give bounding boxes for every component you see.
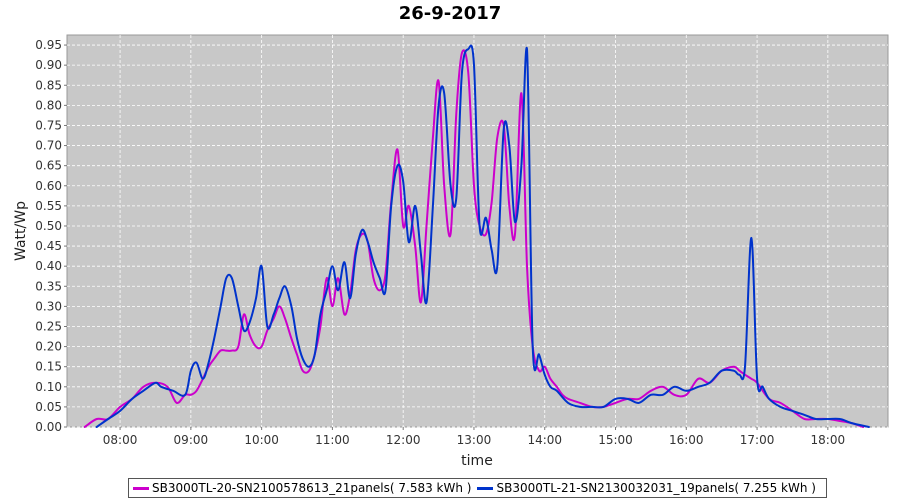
- series-line-1: [83, 49, 865, 428]
- legend-label-series-2: SB3000TL-21-SN2130032031_19panels( 7.255…: [496, 481, 816, 495]
- x-tick-label: 17:00: [740, 433, 775, 447]
- y-tick-label: 0.60: [35, 179, 62, 193]
- x-tick-label: 14:00: [527, 433, 562, 447]
- y-tick-label: 0.00: [35, 420, 62, 434]
- y-tick-label: 0.10: [35, 380, 62, 394]
- x-tick-label: 08:00: [103, 433, 138, 447]
- x-tick-label: 18:00: [811, 433, 846, 447]
- x-tick-label: 15:00: [598, 433, 633, 447]
- legend-swatch-series-1: [133, 486, 149, 490]
- y-tick-label: 0.20: [35, 340, 62, 354]
- y-tick-label: 0.25: [35, 319, 62, 333]
- x-tick-label: 12:00: [386, 433, 421, 447]
- plot-area: [66, 34, 889, 428]
- chart-title: 26-9-2017: [398, 3, 502, 24]
- y-tick-label: 0.40: [35, 259, 62, 273]
- y-tick-label: 0.15: [35, 360, 62, 374]
- y-tick-label: 0.50: [35, 219, 62, 233]
- legend-swatch-series-2: [477, 486, 494, 490]
- y-tick-label: 0.90: [35, 58, 62, 72]
- y-tick-label: 0.75: [35, 118, 62, 132]
- y-tick-label: 0.70: [35, 139, 62, 153]
- axes: 0.00 0.05 0.10 0.15 0.20 0.25 0.30 0.35 0.40 0.45…: [35, 38, 845, 447]
- series-line-2: [95, 44, 870, 428]
- y-tick-label: 0.35: [35, 279, 62, 293]
- x-tick-label: 16:00: [669, 433, 704, 447]
- legend: SB3000TL-20-SN2100578613_21panels( 7.583…: [128, 478, 827, 498]
- series-lines: [83, 44, 870, 428]
- legend-label-series-1: SB3000TL-20-SN2100578613_21panels( 7.583…: [152, 481, 472, 495]
- x-tick-label: 10:00: [244, 433, 279, 447]
- y-tick-label: 0.80: [35, 98, 62, 112]
- y-tick-label: 0.85: [35, 78, 62, 92]
- x-axis-label: time: [461, 453, 493, 469]
- legend-item-series-1: SB3000TL-20-SN2100578613_21panels( 7.583…: [133, 481, 471, 495]
- y-tick-label: 0.55: [35, 199, 62, 213]
- x-tick-label: 09:00: [174, 433, 209, 447]
- y-tick-label: 0.65: [35, 159, 62, 173]
- y-axis-label: Watt/Wp: [13, 201, 29, 261]
- y-tick-label: 0.05: [35, 400, 62, 414]
- y-tick-label: 0.30: [35, 299, 62, 313]
- x-tick-label: 13:00: [457, 433, 492, 447]
- x-tick-label: 11:00: [315, 433, 350, 447]
- y-tick-label: 0.45: [35, 239, 62, 253]
- legend-item-series-2: SB3000TL-21-SN2130032031_19panels( 7.255…: [477, 481, 816, 495]
- y-tick-label: 0.95: [35, 38, 62, 52]
